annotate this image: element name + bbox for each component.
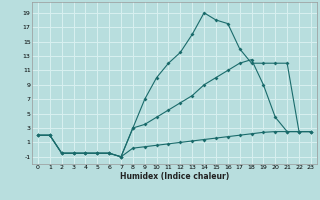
- X-axis label: Humidex (Indice chaleur): Humidex (Indice chaleur): [120, 172, 229, 181]
